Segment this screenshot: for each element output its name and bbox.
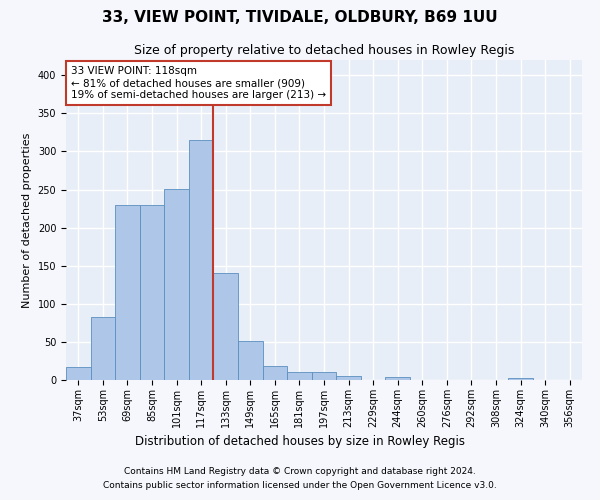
Bar bbox=[66, 367, 91, 380]
Bar bbox=[385, 377, 410, 380]
Title: Size of property relative to detached houses in Rowley Regis: Size of property relative to detached ho… bbox=[134, 44, 514, 58]
Bar bbox=[91, 317, 115, 380]
Text: 33 VIEW POINT: 118sqm
← 81% of detached houses are smaller (909)
19% of semi-det: 33 VIEW POINT: 118sqm ← 81% of detached … bbox=[71, 66, 326, 100]
Bar bbox=[238, 341, 263, 380]
Text: 33, VIEW POINT, TIVIDALE, OLDBURY, B69 1UU: 33, VIEW POINT, TIVIDALE, OLDBURY, B69 1… bbox=[102, 10, 498, 25]
Bar bbox=[214, 272, 238, 380]
Bar bbox=[287, 372, 312, 380]
Bar bbox=[189, 140, 214, 380]
Bar bbox=[312, 372, 336, 380]
Bar bbox=[164, 189, 189, 380]
Bar bbox=[140, 205, 164, 380]
Text: Contains HM Land Registry data © Crown copyright and database right 2024.: Contains HM Land Registry data © Crown c… bbox=[124, 468, 476, 476]
Text: Contains public sector information licensed under the Open Government Licence v3: Contains public sector information licen… bbox=[103, 481, 497, 490]
Y-axis label: Number of detached properties: Number of detached properties bbox=[22, 132, 32, 308]
Bar bbox=[115, 205, 140, 380]
Bar bbox=[263, 366, 287, 380]
Text: Distribution of detached houses by size in Rowley Regis: Distribution of detached houses by size … bbox=[135, 435, 465, 448]
Bar bbox=[336, 376, 361, 380]
Bar bbox=[508, 378, 533, 380]
